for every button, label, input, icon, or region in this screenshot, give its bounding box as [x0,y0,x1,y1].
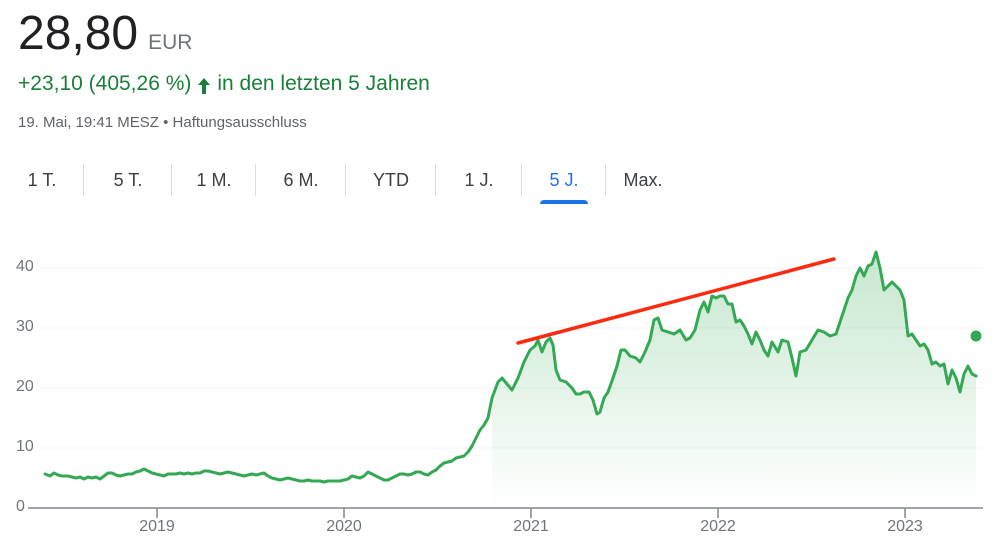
tab-label: 1 J. [464,169,494,190]
tab-label: 6 M. [283,169,319,190]
tab-divider [605,164,606,196]
trendline-annotation [516,257,836,345]
y-tick-label: 0 [16,498,25,515]
y-tick-label: 10 [16,438,34,455]
last-price-dot [970,330,982,342]
tab-divider [345,164,346,196]
x-tick-label: 2020 [326,518,362,535]
area-fill [492,252,976,508]
tab-max[interactable]: Max. [606,160,680,200]
tab-6-months[interactable]: 6 M. [256,160,346,200]
change-period: in den letzten 5 Jahren [217,72,430,95]
current-price: 28,80 [18,7,139,60]
tab-label: 1 M. [196,169,232,190]
tab-divider [83,164,84,196]
x-axis-ticks [156,508,906,518]
y-tick-label: 30 [16,318,34,335]
tab-label: YTD [373,169,409,190]
tab-label: 5 T. [113,169,143,190]
price-chart[interactable]: 40 30 20 10 0 2019 2020 2021 2022 2023 [0,230,999,537]
timestamp: 19. Mai, 19:41 MESZ [18,114,159,131]
x-tick-label: 2022 [700,518,736,535]
x-tick-label: 2021 [513,518,549,535]
tab-ytd[interactable]: YTD [346,160,436,200]
currency-label: EUR [148,31,193,54]
tab-divider [521,164,522,196]
price-header: 28,80 EUR [18,4,192,64]
tab-5-years[interactable]: 5 J. [522,160,606,204]
tab-label: 1 T. [27,169,57,190]
price-change: +23,10 (405,26 %) in den letzten 5 Jahre… [18,70,430,98]
tab-5-days[interactable]: 5 T. [84,160,172,200]
active-tab-indicator [540,200,588,204]
y-tick-label: 40 [16,258,34,275]
separator-dot: • [163,114,169,131]
x-tick-label: 2019 [139,518,175,535]
tab-1-day[interactable]: 1 T. [0,160,84,200]
price-meta: 19. Mai, 19:41 MESZ • Haftungsausschluss [18,113,307,133]
tab-1-year[interactable]: 1 J. [436,160,522,200]
price-line [43,250,978,484]
tab-1-month[interactable]: 1 M. [172,160,256,200]
range-tabs: 1 T. 5 T. 1 M. 6 M. YTD 1 J. 5 J. Max. [0,160,680,204]
chart-plot [28,250,983,518]
disclaimer-link[interactable]: Haftungsausschluss [172,114,307,131]
change-value: +23,10 (405,26 %) [18,72,192,95]
tab-divider [435,164,436,196]
tab-divider [171,164,172,196]
tab-label: 5 J. [549,169,579,190]
tab-label: Max. [623,169,663,190]
y-tick-label: 20 [16,378,34,395]
arrow-up-icon [197,75,211,94]
tab-divider [255,164,256,196]
x-tick-label: 2023 [887,518,923,535]
